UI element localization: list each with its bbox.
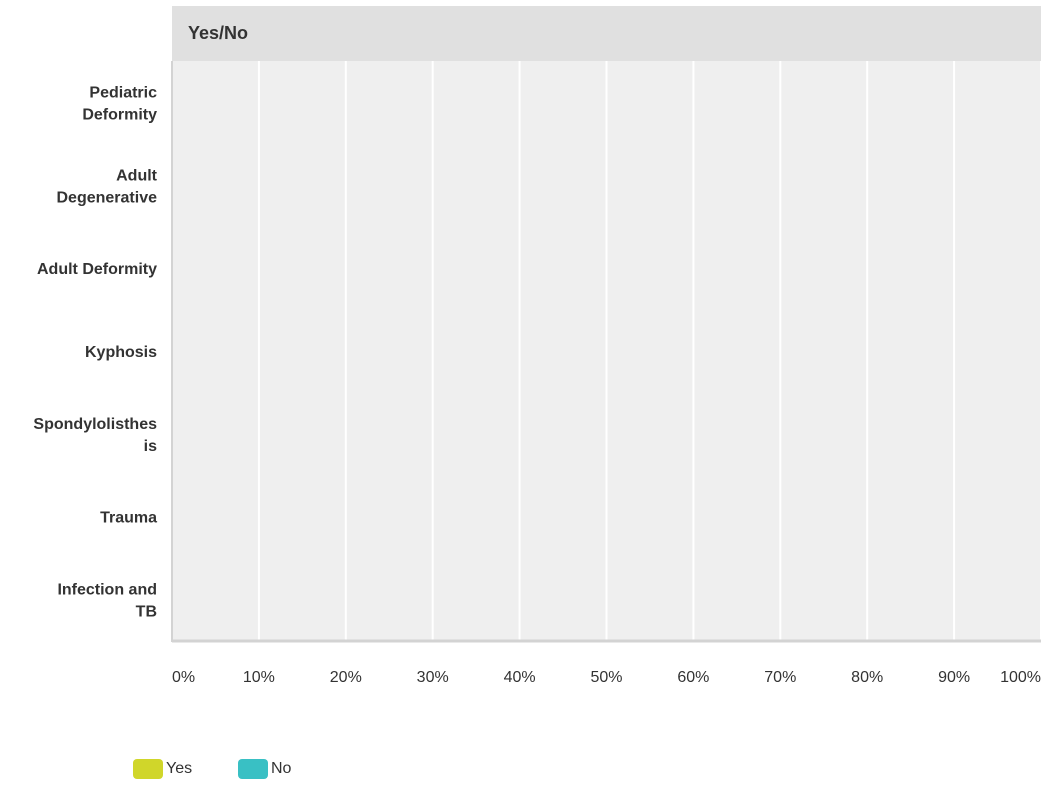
category-labels: Pediatric Deformity Adult Degenerative Adult… [33, 84, 157, 620]
x-tick-label: 80% [851, 669, 883, 686]
panel-header [172, 6, 1041, 61]
x-tick-label: 90% [938, 669, 970, 686]
x-tick-label: 50% [590, 669, 622, 686]
category-label: Pediatric Deformity [82, 84, 157, 123]
x-tick-labels: 0% 10% 20% 30% 40% 50% 60% 70% 80% 90% 100% [172, 669, 1041, 686]
legend-label-no: No [271, 760, 292, 777]
x-tick-label: 70% [764, 669, 796, 686]
legend-swatch-yes [133, 759, 163, 779]
panel-title: Yes/No [188, 23, 248, 43]
x-tick-label: 60% [677, 669, 709, 686]
x-tick-label: 0% [172, 669, 195, 686]
category-label: Kyphosis [85, 344, 157, 361]
x-tick-label: 30% [417, 669, 449, 686]
category-label: Adult Degenerative [57, 167, 158, 206]
category-label: Adult Deformity [37, 261, 157, 278]
x-tick-label: 40% [504, 669, 536, 686]
x-tick-label: 10% [243, 669, 275, 686]
x-tick-label: 100% [1000, 669, 1041, 686]
gridlines [257, 61, 1042, 641]
legend: Yes No [133, 759, 292, 779]
category-label: Spondylolisthes is [33, 416, 157, 455]
legend-label-yes: Yes [166, 760, 192, 777]
x-tick-label: 20% [330, 669, 362, 686]
legend-swatch-no [238, 759, 268, 779]
category-label: Infection and TB [57, 582, 157, 621]
category-label: Trauma [100, 510, 157, 527]
